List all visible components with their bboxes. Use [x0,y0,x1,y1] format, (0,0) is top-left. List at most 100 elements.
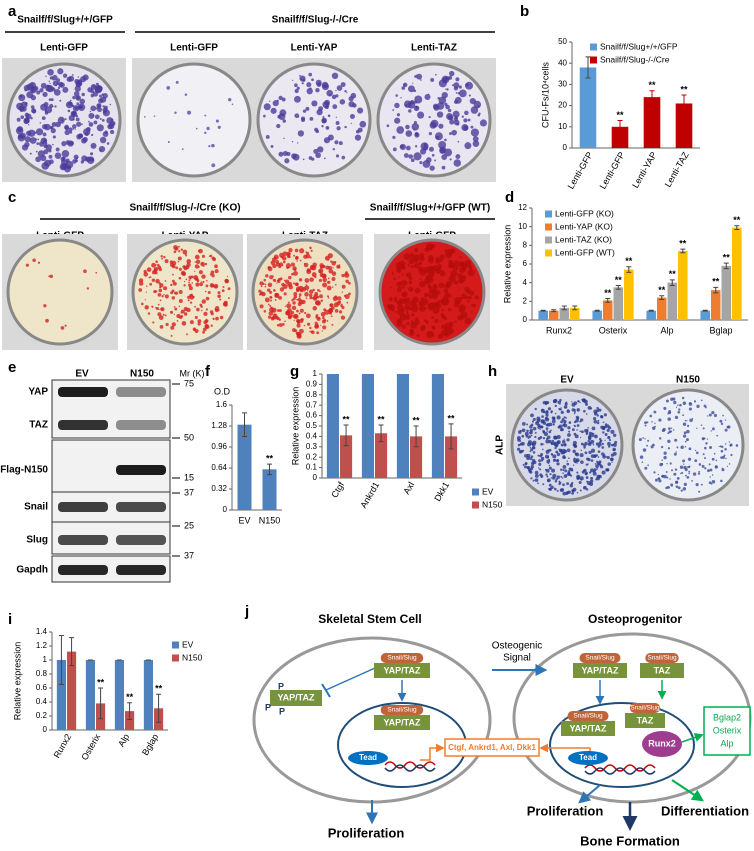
colony [424,294,428,298]
colony [644,438,646,440]
colony [76,121,82,127]
band [58,565,108,575]
colony [37,138,40,141]
colony [314,321,318,325]
colony [661,463,664,466]
colony [170,283,173,287]
colony [41,116,46,121]
colony [459,256,462,259]
colony [401,308,405,312]
band [116,502,166,512]
colony [309,296,313,300]
colony [730,453,733,457]
colony [548,484,551,487]
colony [598,441,602,444]
colony [464,110,469,116]
significance: ** [680,84,688,94]
colony [470,125,474,129]
colony [560,443,564,447]
colony [599,414,604,419]
colony [545,427,549,431]
colony [563,456,566,459]
colony [337,265,341,269]
panel-letter: i [8,611,12,628]
error-bar [585,56,591,79]
colony [163,255,166,259]
y-axis-label: Relative expression [12,642,22,721]
colony [273,289,275,291]
colony [299,328,304,334]
lane-label: N150 [130,369,154,380]
runx2 [642,731,682,757]
colony [697,472,701,475]
colony [178,250,181,253]
colony [419,304,426,312]
colony [401,280,403,283]
colony [711,427,715,431]
colony [306,82,312,88]
colony [546,430,549,432]
colony [607,445,611,448]
colony [576,477,579,480]
significance: ** [97,677,105,687]
colony [472,136,479,142]
colony [522,422,526,426]
colony [720,449,724,453]
colony [151,262,156,268]
colony [81,92,85,97]
cell-title: Osteoprogenitor [588,612,682,626]
colony [327,297,330,299]
colony [563,443,567,446]
colony [25,263,29,267]
colony [327,114,331,118]
band [58,535,108,545]
colony [576,462,578,464]
colony [522,449,525,452]
colony [203,320,208,325]
bar [675,103,693,148]
colony [401,280,407,287]
colony [188,279,191,282]
colony [571,401,573,403]
colony [161,257,164,260]
mr-marker: 37 [184,550,194,560]
mr-marker: 15 [184,472,194,482]
colony [452,264,459,271]
marker-gene: Osterix [713,725,742,735]
error-bar [649,90,655,104]
colony [583,444,586,448]
colony [580,430,584,434]
outcome: Differentiation [661,803,749,818]
colony [188,283,192,287]
colony [587,442,592,447]
colony [221,289,225,293]
bar [721,265,732,320]
colony [530,413,534,418]
colony [393,277,396,280]
colony [306,290,309,292]
error-bar [572,305,578,311]
colony [138,288,143,292]
colony [698,470,701,473]
colony [400,286,402,288]
colony [309,256,312,259]
colony [657,473,659,476]
well [131,238,239,346]
x-tick-label: EV [238,515,250,525]
colony [571,469,574,472]
colony [331,286,334,288]
bar [85,660,95,730]
colony [597,450,601,453]
group-label: Snailf/f/Slug-/-/Cre [272,15,359,26]
colony [679,465,684,469]
panel-letter: f [205,363,211,380]
colony [92,91,99,97]
colony [530,455,534,458]
colony [579,401,581,404]
colony [341,155,346,160]
colony [673,400,677,405]
colony [597,419,600,422]
protein-box [374,715,430,730]
error-bar [615,284,621,290]
colony [537,454,540,457]
